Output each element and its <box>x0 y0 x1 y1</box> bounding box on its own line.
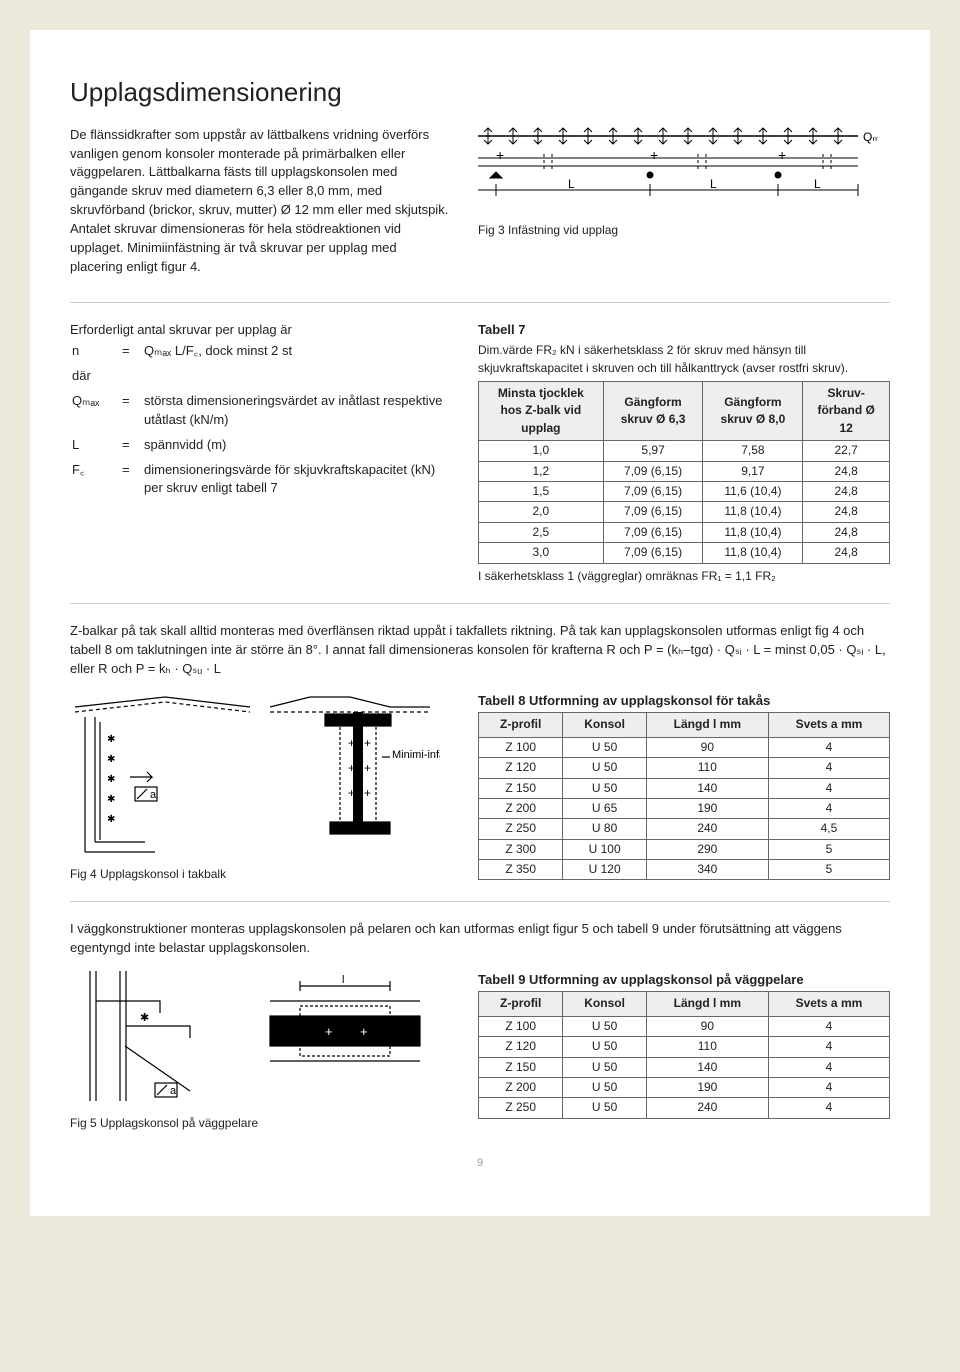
svg-text:+: + <box>496 147 504 163</box>
svg-text:✱: ✱ <box>140 1012 149 1024</box>
page-title: Upplagsdimensionering <box>70 74 890 112</box>
svg-text:L: L <box>710 177 717 191</box>
fig4-row: ✱ ✱ ✱ ✱ ✱ a + + + + + + <box>70 692 890 883</box>
table8: Z-profilKonsol Längd l mmSvets a mm Z 10… <box>478 712 890 880</box>
intro-row: De flänssidkrafter som uppstår av lättba… <box>70 126 890 285</box>
svg-text:+: + <box>650 147 658 163</box>
definitions-table: n= Qₘₐₓ L/F꜀, dock minst 2 st där Qₘₐₓ= … <box>70 340 450 504</box>
svg-text:✱: ✱ <box>107 734 115 745</box>
svg-text:+: + <box>348 786 355 800</box>
divider <box>70 302 890 303</box>
svg-text:✱: ✱ <box>107 794 115 805</box>
svg-text:Qₘₐₓ: Qₘₐₓ <box>863 130 878 144</box>
svg-text:+: + <box>348 736 355 750</box>
page-number: 9 <box>70 1156 890 1172</box>
table9-title: Tabell 9 Utformning av upplagskonsol på … <box>478 971 890 990</box>
svg-text:✱: ✱ <box>107 774 115 785</box>
defs-row: Erforderligt antal skruvar per upplag är… <box>70 321 890 585</box>
svg-text:✱: ✱ <box>107 814 115 825</box>
divider <box>70 901 890 902</box>
svg-text:+: + <box>364 761 371 775</box>
intro-paragraph: De flänssidkrafter som uppstår av lättba… <box>70 126 450 277</box>
table7-caption: Dim.värde FR₂ kN i säkerhetsklass 2 för … <box>478 342 890 377</box>
svg-text:+: + <box>778 147 786 163</box>
table9: Z-profilKonsol Längd l mmSvets a mm Z 10… <box>478 991 890 1118</box>
svg-text:+: + <box>364 736 371 750</box>
fig5-row: ✱ a + + l Fig 5 Upplagskonsol på väggpela… <box>70 971 890 1132</box>
mid-paragraph: Z-balkar på tak skall alltid monteras me… <box>70 622 890 679</box>
wall-paragraph: I väggkonstruktioner monteras upplagskon… <box>70 920 890 958</box>
figure-4-caption: Fig 4 Upplagskonsol i takbalk <box>70 866 450 883</box>
defs-lead: Erforderligt antal skruvar per upplag är <box>70 321 450 340</box>
svg-text:L: L <box>814 177 821 191</box>
svg-text:a: a <box>150 789 157 801</box>
svg-text:+: + <box>360 1024 368 1039</box>
figure-3-caption: Fig 3 Infästning vid upplag <box>478 222 890 239</box>
svg-text:✱: ✱ <box>107 754 115 765</box>
table7-title: Tabell 7 <box>478 321 890 340</box>
figure-5-caption: Fig 5 Upplagskonsol på väggpelare <box>70 1115 450 1132</box>
svg-text:l: l <box>342 974 344 986</box>
svg-text:a: a <box>170 1085 177 1097</box>
svg-text:L: L <box>568 177 575 191</box>
table7-note: I säkerhetsklass 1 (väggreglar) omräknas… <box>478 568 890 585</box>
table7: Minsta tjocklek hos Z-balk vid upplag Gä… <box>478 381 890 564</box>
figure-3: Qₘₐₓ + + + L L L Fig 3 Infästning vid upplag <box>478 126 890 239</box>
page-content: Upplagsdimensionering De flänssidkrafter… <box>30 30 930 1216</box>
svg-text:+: + <box>364 786 371 800</box>
divider <box>70 603 890 604</box>
figure-5: ✱ a + + l Fig 5 Upplagskonsol på väggpela… <box>70 971 450 1132</box>
svg-text:+: + <box>325 1024 333 1039</box>
svg-text:Minimi-infästningar: Minimi-infästningar <box>392 749 440 761</box>
svg-text:+: + <box>348 761 355 775</box>
table8-title: Tabell 8 Utformning av upplagskonsol för… <box>478 692 890 711</box>
figure-4: ✱ ✱ ✱ ✱ ✱ a + + + + + + <box>70 692 450 883</box>
